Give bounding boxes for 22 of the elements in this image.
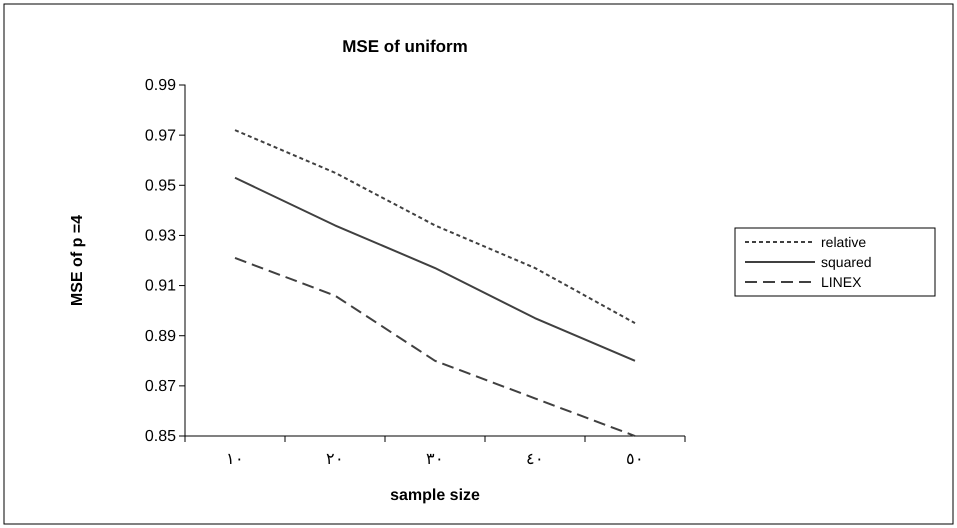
legend-label: LINEX: [821, 274, 862, 290]
x-tick-label: ٣٠: [426, 451, 444, 468]
y-tick-label: 0.99: [144, 77, 176, 94]
legend-label: relative: [821, 234, 866, 250]
x-tick-label: ١٠: [226, 451, 244, 468]
y-tick-label: 0.89: [144, 328, 176, 345]
y-tick-label: 0.95: [144, 177, 176, 194]
y-axis-title: MSE of p =4: [69, 214, 86, 306]
y-tick-label: 0.93: [144, 228, 176, 245]
legend-label: squared: [821, 254, 872, 270]
line-series: [234, 129, 636, 324]
chart-title: MSE of uniform: [342, 37, 468, 56]
x-tick-label: ٤٠: [526, 451, 544, 468]
y-tick-label: 0.85: [144, 428, 176, 446]
y-tick-label: 0.97: [144, 127, 176, 144]
x-axis-title: sample size: [390, 487, 480, 504]
line-series: [234, 176, 636, 362]
line-series: [234, 256, 636, 437]
x-tick-label: ٢٠: [326, 451, 344, 468]
x-tick-label: ٥٠: [626, 451, 644, 468]
y-tick-label: 0.91: [144, 278, 176, 295]
y-tick-label: 0.87: [144, 378, 176, 395]
